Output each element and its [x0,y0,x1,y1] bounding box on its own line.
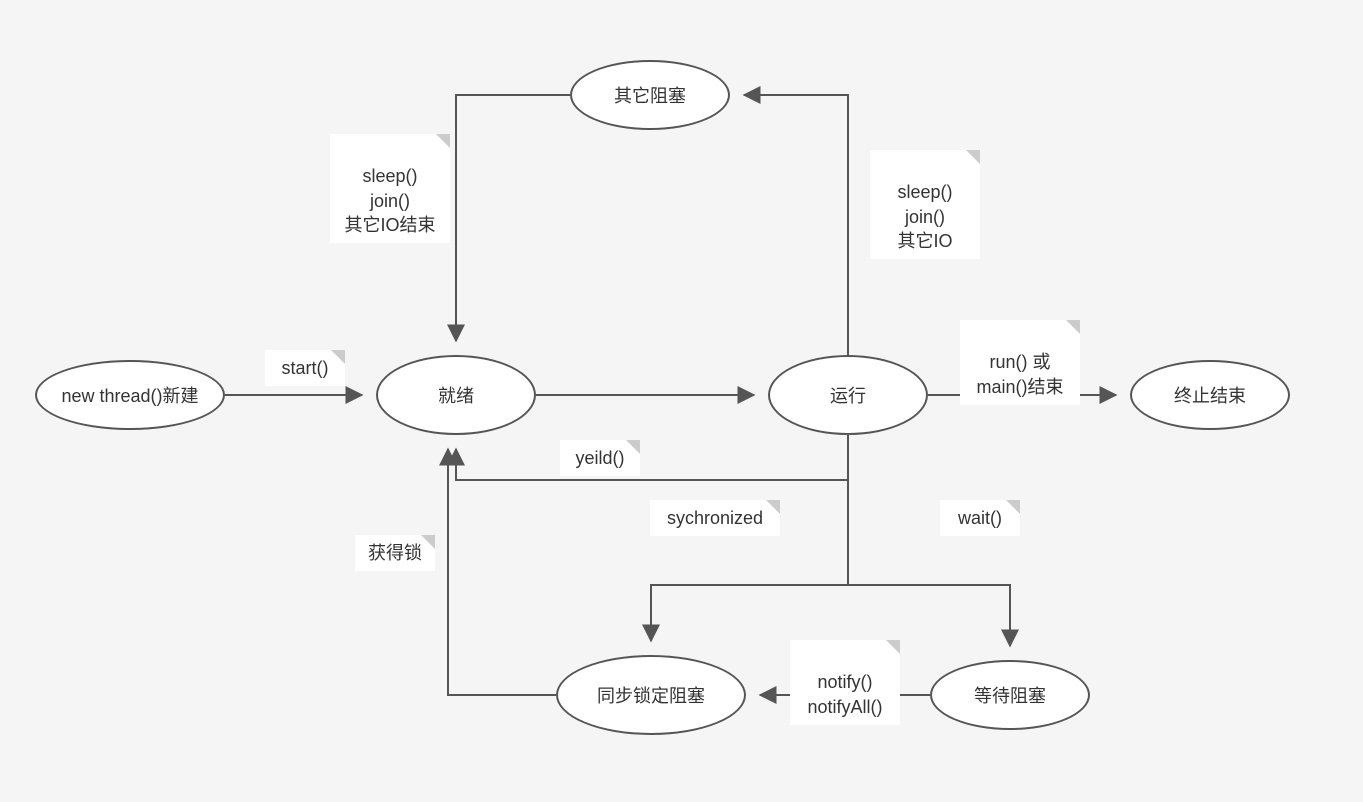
label-text: sychronized [667,508,763,528]
edge-running-to-other_block [744,95,848,355]
label-synchronized: sychronized [650,500,780,536]
label-text: sleep() join() 其它IO结束 [344,166,435,235]
label-yield: yeild() [560,440,640,476]
edge-wait [848,585,1010,646]
node-sync-block: 同步锁定阻塞 [556,655,746,735]
node-label: new thread()新建 [61,382,198,408]
edge-other_block-to-ready [456,95,570,341]
label-sleep-end: sleep() join() 其它IO结束 [330,134,450,243]
label-wait: wait() [940,500,1020,536]
label-text: 获得锁 [368,543,422,563]
diagram-canvas: new thread()新建 就绪 运行 其它阻塞 终止结束 同步锁定阻塞 等待… [0,0,1363,802]
edge-sync_block-to-ready [448,449,556,695]
label-run-end: run() 或 main()结束 [960,320,1080,405]
label-start: start() [265,350,345,386]
node-other-block: 其它阻塞 [570,60,730,130]
node-label: 同步锁定阻塞 [597,682,705,708]
node-terminated: 终止结束 [1130,360,1290,430]
node-ready: 就绪 [376,355,536,435]
label-got-lock: 获得锁 [355,535,435,571]
edge-yield [456,435,848,480]
label-text: notify() notifyAll() [807,672,882,716]
label-text: wait() [958,508,1002,528]
label-sleep-go: sleep() join() 其它IO [870,150,980,259]
node-label: 就绪 [438,382,474,408]
label-text: run() 或 main()结束 [976,352,1063,396]
node-label: 其它阻塞 [614,82,686,108]
label-notify: notify() notifyAll() [790,640,900,725]
node-label: 等待阻塞 [974,682,1046,708]
node-new-thread: new thread()新建 [35,360,225,430]
node-label: 终止结束 [1174,382,1246,408]
node-wait-block: 等待阻塞 [930,660,1090,730]
label-text: sleep() join() 其它IO [897,182,952,251]
node-running: 运行 [768,355,928,435]
label-text: yeild() [575,448,624,468]
node-label: 运行 [830,382,866,408]
label-text: start() [282,358,329,378]
